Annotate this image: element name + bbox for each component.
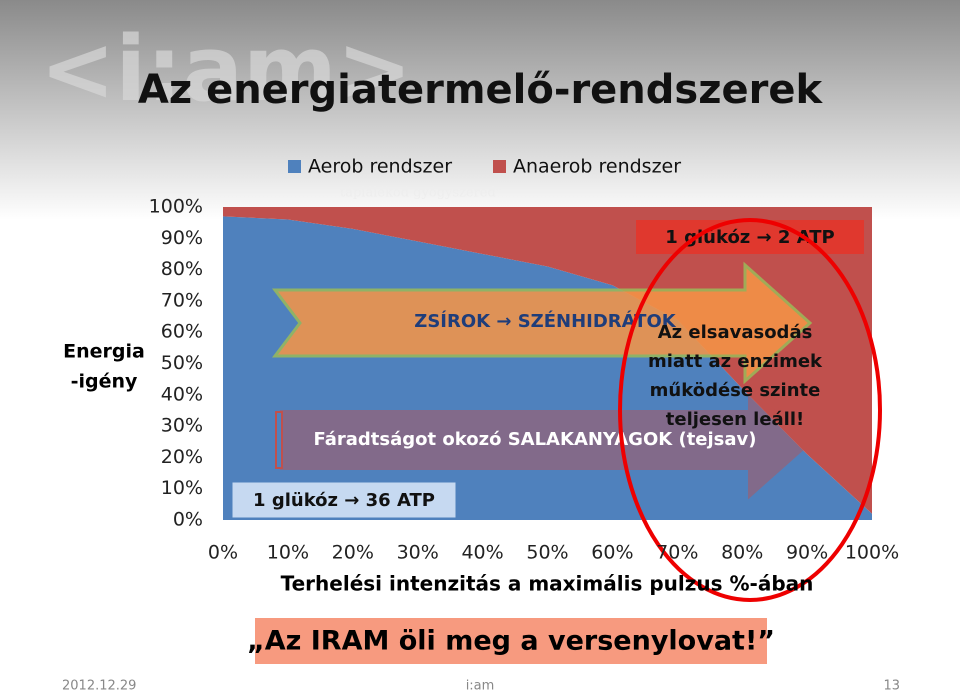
fuel-label: ZSÍROK → SZÉNHIDRÁTOK	[414, 310, 676, 332]
x-tick-label: 90%	[786, 542, 828, 564]
y-tick-label: 30%	[161, 415, 203, 437]
x-tick-label: 100%	[845, 542, 899, 564]
banner: „Az IRAM öli meg a versenylovat!”	[247, 626, 775, 657]
header-background	[0, 0, 960, 220]
y-tick-label: 60%	[161, 321, 203, 343]
y-tick-label: 20%	[161, 446, 203, 468]
x-tick-label: 10%	[267, 542, 309, 564]
legend-swatch	[493, 160, 506, 173]
y-tick-label: 80%	[161, 258, 203, 280]
acid-line: teljesen leáll!	[666, 409, 804, 430]
footer-date: 2012.12.29	[62, 679, 136, 694]
acid-line: miatt az enzimek	[648, 351, 823, 372]
atp-box	[636, 220, 864, 254]
aerob-atp: 1 glükóz → 36 ATP	[253, 490, 435, 511]
watermark: <i:am>	[40, 17, 412, 122]
waste-arrow	[280, 380, 816, 500]
banner-box	[255, 618, 767, 664]
y-tick-label: 10%	[161, 477, 203, 499]
footer-page: 13	[883, 679, 900, 694]
fuel-arrow	[271, 261, 813, 385]
watermark-quote: táplálékod gyógyszered”	[340, 186, 502, 201]
y-axis-label: Energia	[63, 341, 145, 363]
y-tick-label: 0%	[173, 509, 203, 531]
legend-swatch	[288, 160, 301, 173]
area	[223, 207, 872, 514]
acid-line: Az elsavasodás	[658, 322, 813, 343]
highlight-ellipse	[618, 218, 882, 602]
x-tick-label: 40%	[461, 542, 503, 564]
y-tick-label: 40%	[161, 383, 203, 405]
y-tick-label: 50%	[161, 352, 203, 374]
y-tick-label: 70%	[161, 289, 203, 311]
x-tick-label: 0%	[208, 542, 238, 564]
y-axis-label: -igény	[71, 371, 138, 393]
legend-label: Aerob rendszer	[308, 156, 452, 178]
y-tick-label: 100%	[149, 196, 203, 218]
y-tick-label: 90%	[161, 227, 203, 249]
acid-line: működése szinte	[650, 380, 821, 401]
waste-label: Fáradtságot okozó SALAKANYAGOK (tejsav)	[313, 429, 756, 450]
anaerob-atp: 1 glükóz → 2 ATP	[665, 227, 834, 248]
x-tick-label: 20%	[332, 542, 374, 564]
x-tick-label: 50%	[526, 542, 568, 564]
footer-center: i:am	[466, 679, 495, 694]
x-tick-label: 70%	[656, 542, 698, 564]
title: Az energiatermelő-rendszerek	[138, 67, 824, 113]
x-tick-label: 30%	[397, 542, 439, 564]
aerob-box	[231, 481, 457, 519]
x-tick-label: 80%	[721, 542, 763, 564]
legend-label: Anaerob rendszer	[513, 156, 681, 178]
x-axis-label: Terhelési intenzitás a maximális pulzus …	[281, 572, 814, 596]
x-tick-label: 60%	[591, 542, 633, 564]
waste-arrow-bar	[275, 411, 283, 469]
